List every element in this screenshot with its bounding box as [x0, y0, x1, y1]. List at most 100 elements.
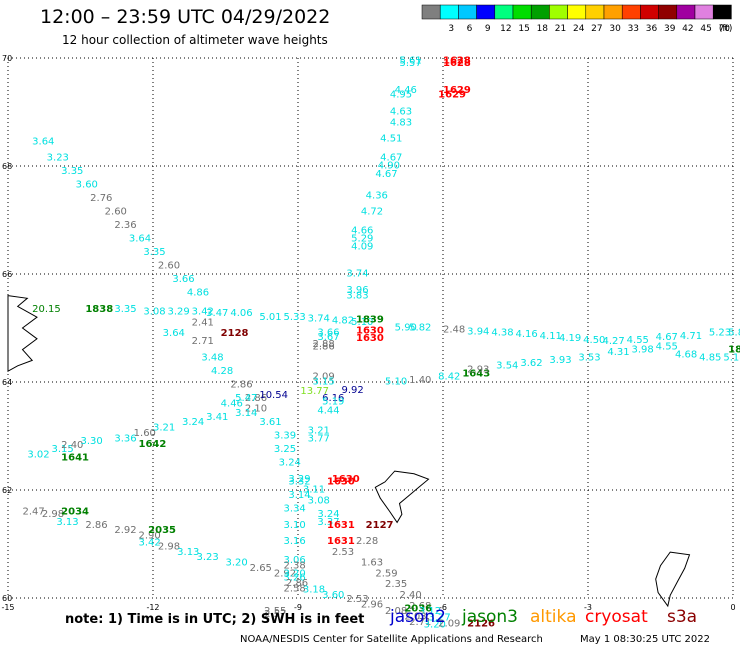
wave-height-label: 2.86 [230, 379, 252, 390]
wave-height-label: 3.02 [27, 450, 49, 461]
wave-height-label: 3.20 [424, 620, 446, 631]
wave-height-label: 3.62 [520, 358, 542, 369]
credit-line: NOAA/NESDIS Center for Satellite Applica… [240, 634, 543, 645]
wave-height-label: 3.10 [284, 520, 306, 531]
wave-height-label: 3.13 [56, 517, 78, 528]
scale-label-21: 21 [555, 24, 566, 34]
wave-height-label: 3.18 [303, 585, 325, 596]
wave-height-label: 5.61 [400, 55, 422, 66]
wave-height-label: 3.15 [52, 444, 74, 455]
wave-height-label: 3.21 [308, 425, 330, 436]
lat-tick-label: 60 [2, 594, 12, 603]
wave-height-label: 2.48 [443, 324, 465, 335]
wave-height-label: 4.36 [366, 190, 388, 201]
wave-height-label: 2.35 [385, 579, 407, 590]
wave-height-label: 2.57 [264, 609, 286, 620]
wave-height-label: 3.16 [284, 536, 306, 547]
lat-tick-label: 64 [2, 378, 12, 387]
wave-height-label: 2.59 [375, 568, 397, 579]
wave-height-label: 4.67 [656, 332, 678, 343]
wave-height-label: 1628 [443, 55, 471, 66]
wave-height-label: 5.80 [728, 328, 740, 339]
scale-label-12: 12 [500, 24, 511, 34]
wave-height-label: 3.11 [303, 485, 325, 496]
wave-height-label: 2.60 [158, 261, 180, 272]
wave-height-label: 1629 [438, 89, 466, 100]
wave-height-label: 2.92 [114, 525, 136, 536]
wave-height-label: 3.23 [197, 552, 219, 563]
wave-height-label: 2.68 [409, 601, 431, 612]
wave-height-label: 5.57 [400, 58, 422, 69]
iceland-coast [7, 295, 38, 373]
lon-tick-label: -15 [1, 603, 14, 612]
wave-height-label: 1.40 [409, 375, 431, 386]
wave-height-label: 3.24 [182, 417, 204, 428]
lon-tick-label: -3 [584, 603, 592, 612]
lat-tick-label: 68 [2, 162, 12, 171]
wave-height-label: 3.42 [192, 307, 214, 318]
wave-height-label: 3.26 [284, 573, 306, 584]
scale-label-24: 24 [573, 24, 585, 34]
scale-label-9: 9 [485, 24, 491, 34]
wave-height-label: 4.82 [332, 316, 354, 327]
credit-timestamp: May 1 08:30:25 UTC 2022 [580, 634, 710, 645]
wave-height-label: 5.10 [351, 317, 373, 328]
wave-height-label: 2.88 [313, 339, 335, 350]
wave-height-label: 2126 [467, 619, 495, 630]
wave-height-label: 4.50 [583, 335, 605, 346]
wave-height-label: 3.61 [259, 417, 281, 428]
wave-height-label: 2.36 [114, 220, 136, 231]
wave-height-label: 2035 [148, 525, 176, 536]
wave-height-label: 4.66 [351, 226, 373, 237]
wave-height-label: 3.83 [346, 290, 368, 301]
lon-tick-label: -12 [146, 603, 159, 612]
wave-height-label: 2.71 [192, 336, 214, 347]
wave-height-label: 2.92 [274, 568, 296, 579]
coastline-layer [7, 295, 691, 608]
wave-height-label: 4.19 [559, 333, 581, 344]
wave-height-label: 4.09 [351, 242, 373, 253]
wave-height-label: 2.60 [105, 207, 127, 218]
wave-height-label: 4.38 [491, 328, 513, 339]
wave-height-label: 4.27 [603, 336, 625, 347]
wave-height-label: 3.60 [322, 590, 344, 601]
wave-height-label: 1642 [139, 439, 167, 450]
wave-height-label: 3.54 [496, 361, 518, 372]
wave-height-label: 3.13 [177, 547, 199, 558]
wave-height-label: 2.55 [264, 606, 286, 617]
wave-height-label: 1643 [462, 369, 490, 380]
wave-height-label: 2.86 [313, 342, 335, 353]
mission-jason2: jason2 [390, 607, 446, 627]
wave-height-label: 4.67 [380, 153, 402, 164]
wave-height-label: 1630 [332, 474, 360, 485]
wave-height-label: 1630 [356, 333, 384, 344]
wave-height-label: 4.28 [211, 366, 233, 377]
scale-label-39: 39 [664, 24, 676, 34]
wave-height-label: 3.42 [139, 538, 161, 549]
wave-height-label: 3.39 [274, 431, 296, 442]
scale-unit: (ft) [719, 24, 733, 34]
wave-height-label: 3.67 [317, 332, 339, 343]
wave-height-label: 3.64 [163, 328, 185, 339]
wave-height-label: 2.53 [346, 594, 368, 605]
wave-height-label: 3.29 [168, 307, 190, 318]
wave-height-label: 3.12 [419, 606, 441, 617]
wave-height-label: 4.16 [516, 329, 538, 340]
wave-height-label: 2.10 [245, 404, 267, 415]
map-title: 12:00 – 23:59 UTC 04/29/2022 [40, 6, 331, 28]
wave-height-label: 4.55 [627, 335, 649, 346]
wave-height-label: 1641 [61, 452, 89, 463]
wave-height-label: 2034 [61, 506, 89, 517]
wave-height-label: 3.35 [61, 166, 83, 177]
wave-height-label: 4.72 [361, 207, 383, 218]
wave-height-label: 3.74 [346, 269, 368, 280]
wave-height-label: 4.55 [656, 342, 678, 353]
grid-lines [7, 57, 734, 599]
wave-height-label: 2.38 [284, 560, 306, 571]
scale-label-27: 27 [591, 24, 602, 34]
wave-height-label: 10.54 [259, 390, 288, 401]
wave-height-label: 4.51 [380, 134, 402, 145]
wave-height-label: 3.60 [76, 180, 98, 191]
